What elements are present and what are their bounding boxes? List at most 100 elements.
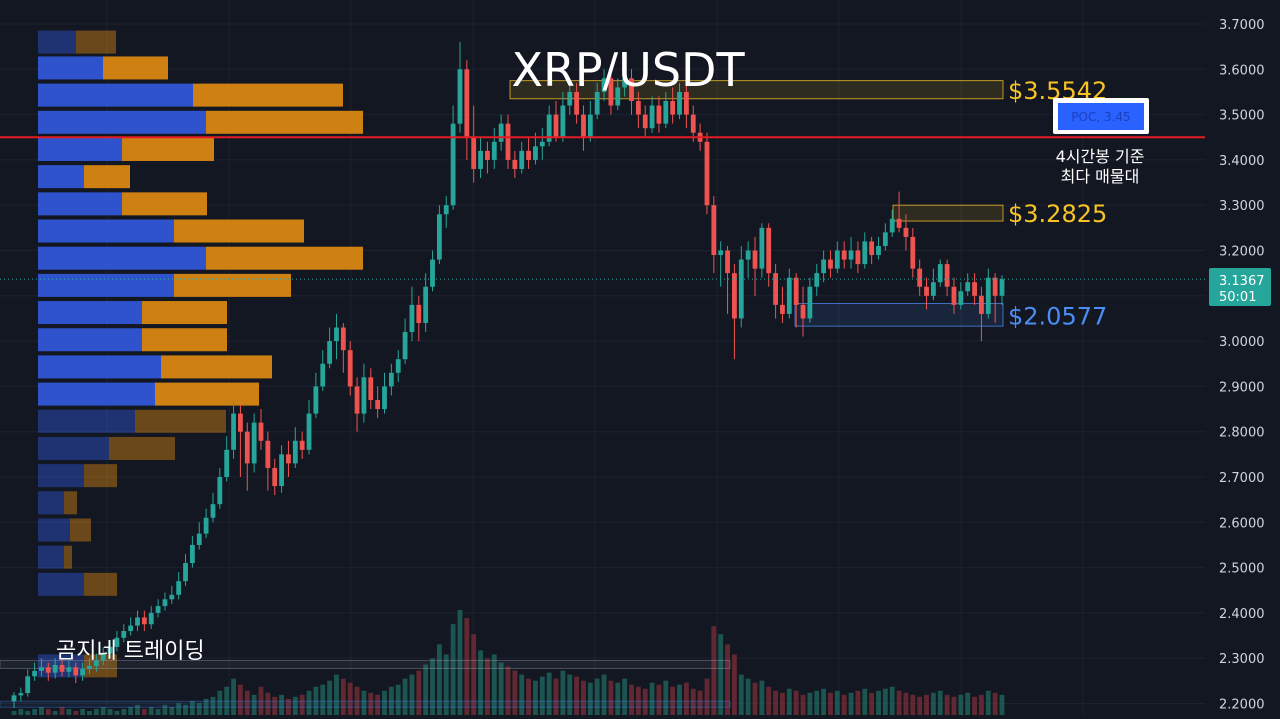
candle-body [409,304,415,333]
volume-bar [450,624,456,715]
candle-body [567,91,573,106]
candle-body [862,241,868,265]
candle [148,606,154,629]
volume-bar [951,696,957,715]
volume-bar [169,706,175,715]
profile-buy-bar [38,572,84,596]
candle-body [519,150,525,169]
profile-sell-bar [64,491,77,515]
poc-badge: POC, 3.45 [1053,98,1149,134]
candle-body [238,413,243,432]
candle-body [663,101,669,124]
candle-body [265,440,271,468]
candle [889,209,895,237]
profile-buy-bar [38,246,206,270]
candle-body [581,114,586,138]
profile-sell-bar [84,464,117,488]
candle-body [930,282,936,296]
volume-bar [189,700,195,715]
candle [409,286,415,342]
volume-bar [677,684,682,715]
volume-bar [587,682,593,715]
level-label-support: $2.0577 [1008,302,1107,330]
candle-body [491,141,497,160]
candle [903,214,909,251]
volume-bar [546,672,552,715]
volume-bar [210,696,216,715]
volume-bar [924,694,929,715]
candle [539,128,545,160]
candle [210,492,216,523]
candle [39,658,44,677]
candle [505,114,511,169]
volume-bar [759,680,765,715]
volume-bar [862,688,868,715]
volume-bar [59,706,65,715]
candle [100,646,106,665]
y-tick-label: 2.5000 [1219,562,1265,577]
volume-bar [903,692,909,715]
volume-bar [375,694,381,715]
candle [66,660,72,678]
profile-buy-bar [38,110,206,134]
candle-body [937,264,943,283]
candle-body [135,617,140,626]
volume-bar [944,694,950,715]
candle-body [244,431,250,464]
candle-body [821,259,827,274]
candle [231,399,236,459]
candle-body [944,264,950,287]
candle-body [93,660,99,666]
volume-bar [999,694,1005,715]
candle-body [882,232,888,246]
candle-body [951,286,957,305]
volume-bar [979,694,984,715]
profile-buy-bar [38,165,84,189]
y-tick-label: 2.3000 [1219,652,1265,667]
candle-body [148,612,154,625]
candle-body [683,91,689,115]
candle-body [869,241,875,256]
volume-bar [690,688,696,715]
candle [869,236,875,265]
volume-bar [848,692,854,715]
candle-body [498,123,504,142]
volume-bar [821,688,827,715]
candle-body [910,236,916,269]
candles[interactable] [11,42,1005,709]
candle [567,78,573,115]
candle-body [66,667,72,672]
candle [155,599,161,618]
candle [800,286,806,337]
volume-bar [395,684,401,715]
candle-body [622,78,628,88]
candle [265,431,271,491]
candle [107,640,113,659]
profile-buy-bar [38,382,155,406]
candle [347,341,353,396]
candle [279,445,284,493]
profile-buy-bar [38,301,142,325]
volume-bar [141,708,147,715]
profile-buy-bar [38,491,64,515]
candle-body [52,664,58,673]
candle-body [231,413,236,450]
candle [958,282,964,310]
candle-body [347,350,353,387]
candle [388,363,394,396]
volume-bar [869,692,875,715]
volume-bar [162,704,168,715]
candle [189,535,195,568]
candle-body [402,332,408,360]
candle-body [725,250,730,274]
volume-bar [238,684,243,715]
candle-body [979,295,984,314]
volume-bar [114,710,120,715]
volume-bar [244,690,250,715]
candle [608,69,614,115]
candle-body [615,87,621,106]
volume-bar [272,696,278,715]
profile-sell-bar [109,436,175,460]
